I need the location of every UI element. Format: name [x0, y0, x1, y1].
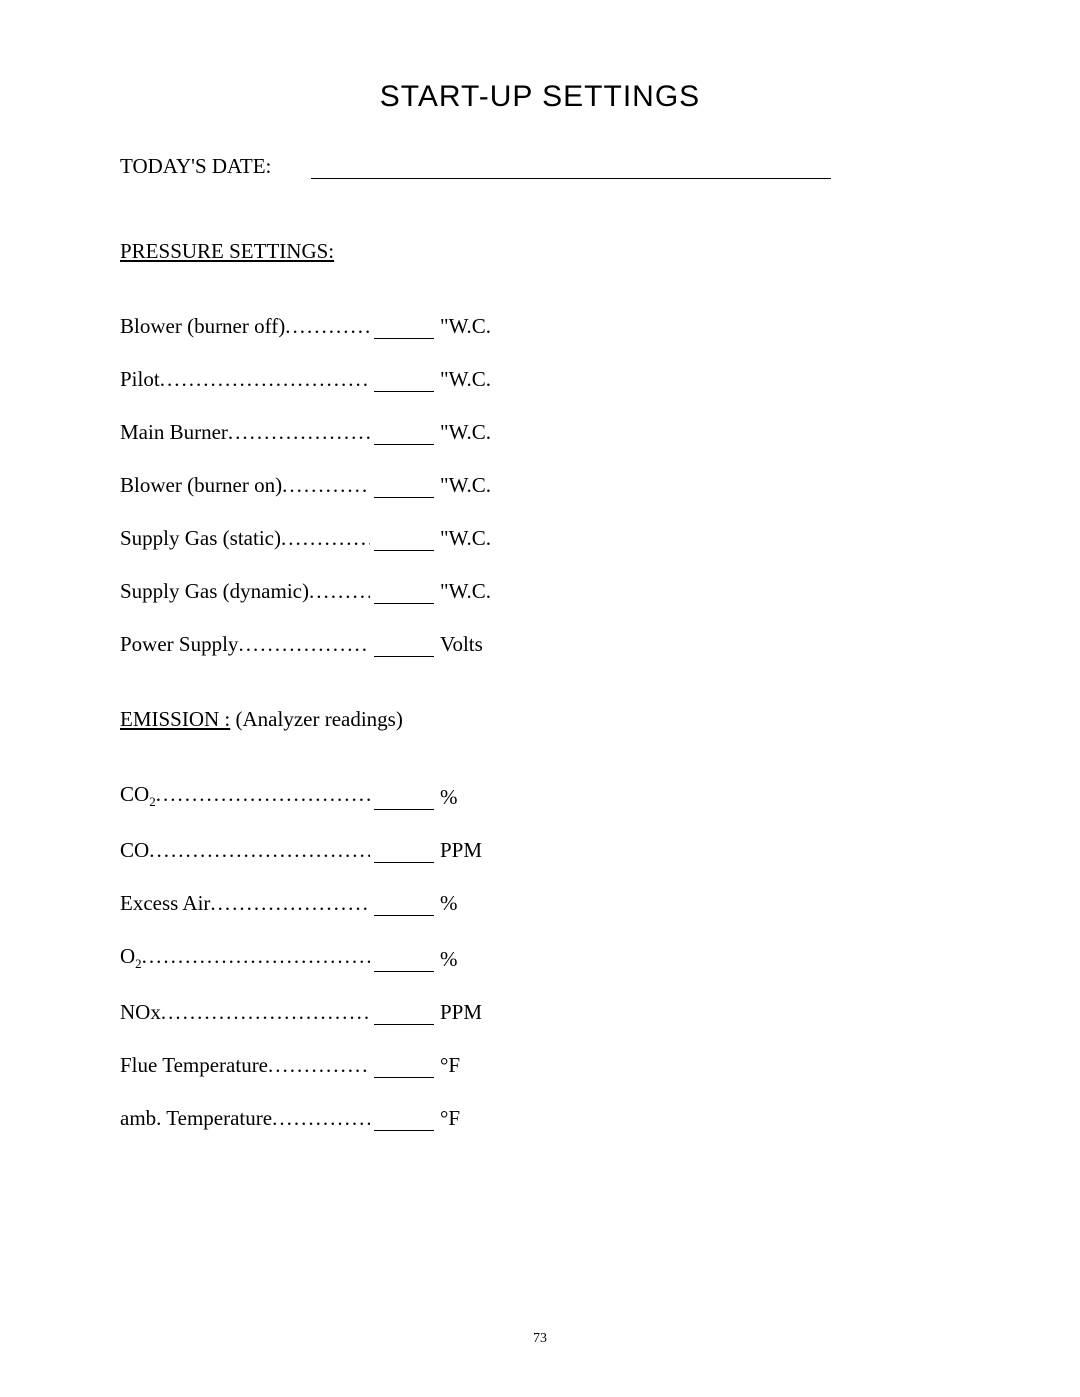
emission-label-text: CO — [120, 782, 149, 806]
pressure-label-text: Blower (burner on) — [120, 473, 282, 497]
emission-label: CO — [120, 838, 370, 863]
emission-unit: % — [440, 891, 458, 916]
emission-value-field[interactable] — [374, 1057, 434, 1078]
pressure-label: Pilot — [120, 367, 370, 392]
emission-heading: EMISSION : (Analyzer readings) — [120, 707, 960, 732]
date-input-line[interactable] — [311, 156, 831, 179]
emission-unit: % — [440, 947, 458, 972]
pressure-label-text: Power Supply — [120, 632, 238, 656]
pressure-row: Supply Gas (dynamic) "W.C. — [120, 579, 960, 604]
pressure-unit: "W.C. — [440, 526, 491, 551]
pressure-value-field[interactable] — [374, 424, 434, 445]
pressure-unit: "W.C. — [440, 367, 491, 392]
emission-row: Flue Temperature °F — [120, 1053, 960, 1078]
page: START-UP SETTINGS TODAY'S DATE: PRESSURE… — [0, 0, 1080, 1397]
pressure-label-text: Supply Gas (dynamic) — [120, 579, 309, 603]
emission-label-text: amb. Temperature — [120, 1106, 272, 1130]
pressure-unit: "W.C. — [440, 420, 491, 445]
emission-heading-rest: (Analyzer readings) — [230, 707, 403, 731]
emission-row: O2% — [120, 944, 960, 972]
pressure-row: Main Burner "W.C. — [120, 420, 960, 445]
emission-value-field[interactable] — [374, 789, 434, 810]
pressure-value-field[interactable] — [374, 477, 434, 498]
pressure-label-text: Supply Gas (static) — [120, 526, 281, 550]
emission-label-subscript: 2 — [149, 794, 156, 809]
pressure-value-field[interactable] — [374, 371, 434, 392]
emission-label-text: Excess Air — [120, 891, 210, 915]
emission-label-subscript: 2 — [135, 956, 142, 971]
pressure-unit: "W.C. — [440, 473, 491, 498]
emission-label-text: O — [120, 944, 135, 968]
emission-label: O2 — [120, 944, 370, 972]
pressure-row: Blower (burner on) "W.C. — [120, 473, 960, 498]
pressure-label: Blower (burner on) — [120, 473, 370, 498]
pressure-label: Supply Gas (static) — [120, 526, 370, 551]
pressure-value-field[interactable] — [374, 530, 434, 551]
emission-label-text: NOx — [120, 1000, 161, 1024]
emission-unit: °F — [440, 1106, 460, 1131]
emission-value-field[interactable] — [374, 1004, 434, 1025]
emission-label: Flue Temperature — [120, 1053, 370, 1078]
pressure-value-field[interactable] — [374, 318, 434, 339]
pressure-value-field[interactable] — [374, 583, 434, 604]
pressure-label: Main Burner — [120, 420, 370, 445]
emission-value-field[interactable] — [374, 842, 434, 863]
pressure-unit: "W.C. — [440, 579, 491, 604]
date-row: TODAY'S DATE: — [120, 154, 960, 179]
emission-unit: PPM — [440, 838, 482, 863]
pressure-label: Power Supply — [120, 632, 370, 657]
pressure-label: Supply Gas (dynamic) — [120, 579, 370, 604]
emission-row: CO2 % — [120, 782, 960, 810]
pressure-unit: Volts — [440, 632, 483, 657]
emission-label: CO2 — [120, 782, 370, 810]
emission-heading-underlined: EMISSION : — [120, 707, 230, 731]
pressure-row: Power Supply Volts — [120, 632, 960, 657]
pressure-label-text: Blower (burner off) — [120, 314, 285, 338]
emission-unit: % — [440, 785, 458, 810]
pressure-row: Blower (burner off) "W.C. — [120, 314, 960, 339]
emission-unit: °F — [440, 1053, 460, 1078]
pressure-heading: PRESSURE SETTINGS: — [120, 239, 960, 264]
pressure-label-text: Main Burner — [120, 420, 228, 444]
page-title: START-UP SETTINGS — [120, 80, 960, 114]
pressure-row: Supply Gas (static) "W.C. — [120, 526, 960, 551]
pressure-block: Blower (burner off)"W.C.Pilot"W.C.Main B… — [120, 314, 960, 657]
emission-label: Excess Air — [120, 891, 370, 916]
page-number: 73 — [0, 1331, 1080, 1347]
emission-unit: PPM — [440, 1000, 482, 1025]
pressure-label-text: Pilot — [120, 367, 160, 391]
emission-row: Excess Air% — [120, 891, 960, 916]
pressure-unit: "W.C. — [440, 314, 491, 339]
emission-label-text: Flue Temperature — [120, 1053, 268, 1077]
emission-row: NOx PPM — [120, 1000, 960, 1025]
emission-value-field[interactable] — [374, 895, 434, 916]
pressure-row: Pilot "W.C. — [120, 367, 960, 392]
emission-value-field[interactable] — [374, 951, 434, 972]
pressure-label: Blower (burner off) — [120, 314, 370, 339]
date-label: TODAY'S DATE: — [120, 154, 271, 179]
emission-row: amb. Temperature °F — [120, 1106, 960, 1131]
emission-label-text: CO — [120, 838, 149, 862]
emission-label: amb. Temperature — [120, 1106, 370, 1131]
pressure-value-field[interactable] — [374, 636, 434, 657]
emission-value-field[interactable] — [374, 1110, 434, 1131]
pressure-heading-text: PRESSURE SETTINGS: — [120, 239, 334, 263]
emission-row: CO PPM — [120, 838, 960, 863]
emission-label: NOx — [120, 1000, 370, 1025]
emission-block: CO2 %COPPMExcess Air%O2%NOxPPMFlue Tempe… — [120, 782, 960, 1131]
